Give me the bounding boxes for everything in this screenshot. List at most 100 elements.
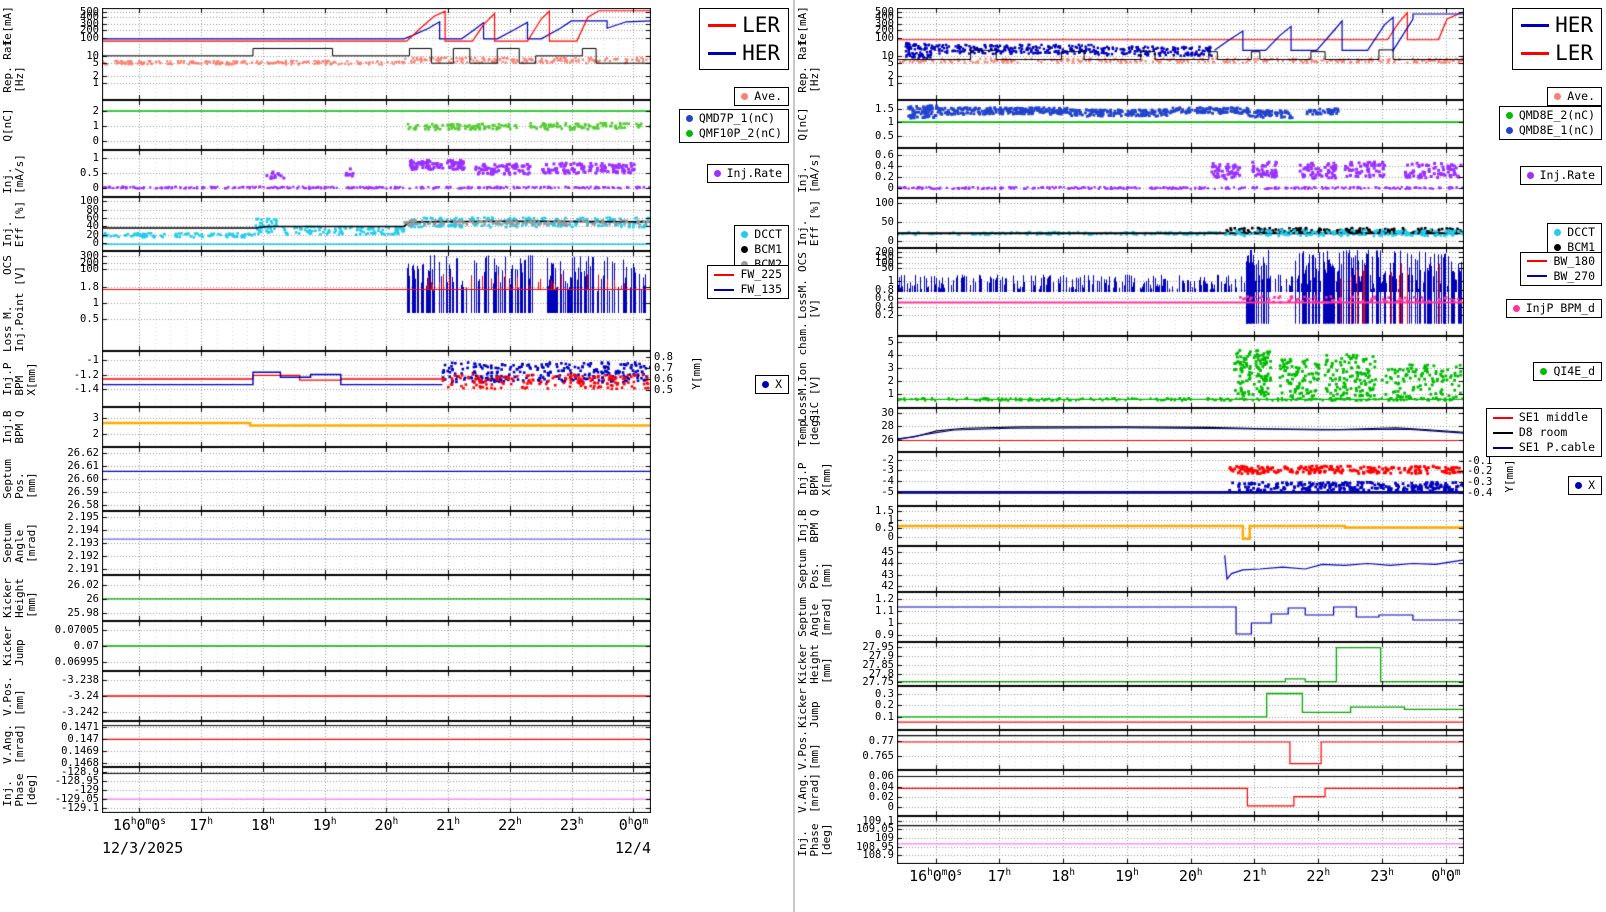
row-v-pos: V.Pos. [mm] 0.77 0.765 (795, 730, 1606, 770)
time-tick-labels-ler: 16h0m0s 17h 18h 19h 20h 21h 22h 23h 0h0m (102, 813, 651, 839)
plot-area-kicker-height (102, 575, 651, 621)
plot-area-inj-rate (102, 150, 651, 197)
y-tick-label: 1 (887, 387, 894, 400)
y-tick-label: 5 (887, 57, 894, 70)
line-marker (1492, 446, 1513, 449)
y-tick-label: 0.2 (875, 699, 894, 712)
legend-item: BCM1 (1554, 241, 1595, 254)
y-tick-label: 1.5 (875, 504, 894, 517)
y-tick-label: 0 (887, 235, 894, 247)
row-inj-phase: Inj. Phase [deg] 109.1 109.05 109 108.95 108.… (795, 815, 1606, 864)
y-tick-label: 0 (92, 181, 99, 194)
y-tick-label: 42 (881, 579, 894, 592)
row-inj-eff: Inj. Eff [%]100806040200DCCTBCM1BCM2 (0, 195, 793, 275)
plot-area-inj-phase (102, 767, 651, 813)
y-tick-label: 25.98 (67, 606, 99, 619)
legend-injp-bpm-0: X (755, 374, 789, 394)
legend-item: QMD8E_2(nC) (1505, 108, 1595, 122)
y-tick-label: 400 (80, 11, 99, 24)
legend-label: SE1 middle (1518, 410, 1589, 424)
legend-label: SE1 P.cable (1518, 440, 1595, 454)
y-tick-label: 200 (875, 24, 894, 37)
time-axis-spacer-left (0, 813, 102, 839)
time-tick-label: 20h (1178, 867, 1203, 885)
legend-injp-bpm-0: X (1568, 475, 1602, 495)
legend-label: LER (742, 13, 780, 37)
plot-area-injp-bpm (102, 351, 651, 407)
y-axis-kicker-jump: Kicker Jump 0.07005 0.07 0.06995 (0, 621, 102, 671)
y-tick-label: 3 (887, 361, 894, 374)
y-tick-label: -128.95 (54, 774, 99, 787)
row-ocs-lossm: OCS LossM. [V] 200 150 100 50 1 0.8 0.6 0.4 0.2 BW_… (795, 246, 1606, 336)
y-tick-label: 26 (881, 433, 894, 446)
y-axis-temp: Temp. [deg] 30 28 26 (795, 407, 897, 452)
y-tick-label: 0.1 (875, 710, 894, 723)
legend-label: QMD8E_1(nC) (1518, 122, 1595, 137)
y-tick-label: -1.2 (73, 368, 99, 381)
plot-area-injb-bpm-q (897, 506, 1464, 546)
y-tick-label: 0.2 (875, 308, 894, 321)
plot-area-injp-bpm (897, 452, 1464, 506)
plot-area-kicker-jump (102, 621, 651, 671)
plot-area-v-pos (102, 671, 651, 721)
y-tick-label-right: 0.5 (654, 384, 673, 397)
y-axis-label: Rep. Rate [Hz] (796, 33, 821, 93)
plot-area-injb-bpm-q (102, 407, 651, 447)
legend-item: QI4E_d (1540, 364, 1595, 378)
y-tick-label: 2.191 (67, 562, 99, 575)
right-gutter-loss-sic: QI4E_d (1464, 336, 1606, 408)
plot-canvas-injp-bpm (897, 452, 1464, 506)
y-axis-label: Kicker Height [mm] (1, 578, 38, 618)
row-temp: Temp. [deg] 30 28 26 SE1 middle D8 room SE1 P.… (795, 407, 1606, 457)
right-gutter-injp-bpm: 0.8 0.7 0.6 0.5 Y[mm] X (651, 351, 793, 407)
legend-label: DCCT (754, 227, 782, 242)
row-kicker-jump: Kicker Jump 0.07005 0.07 0.06995 (0, 621, 793, 671)
y-tick-label: 0.07 (73, 640, 99, 652)
dot-marker (1505, 126, 1513, 134)
time-tick-label: 23h (1370, 867, 1394, 885)
y-tick-label: 27.85 (862, 658, 894, 671)
row-charge: Q[nC] 2 1 0 QMD7P_1(nC) QMF10P_2(nC) (0, 100, 793, 150)
y-axis-current-reprate: I [mA] Rep. Rate [Hz] 500 400 300 200 100 10 5 2 1 (795, 5, 897, 100)
y-tick-label: 100 (80, 263, 99, 275)
time-tick-label: 21h (1242, 867, 1267, 885)
y-axis-injp-bpm: Inj.P BPM X[mm] -1 -1.2 -1.4 (0, 351, 102, 407)
plot-canvas-injb-bpm-q (102, 407, 651, 447)
legend-charge-0: QMD8E_2(nC) QMD8E_1(nC) (1498, 105, 1602, 140)
y-axis-label: V.Pos. [mm] (796, 730, 821, 770)
y-axis-label-right: Y[mm] (690, 356, 703, 390)
plot-canvas-loss-monitor (102, 251, 651, 351)
time-axis-spacer-right (1464, 864, 1606, 890)
right-gutter-current-reprate: LER HER Ave. (651, 8, 793, 107)
dot-marker (741, 231, 749, 239)
y-tick-label: 2 (887, 70, 894, 83)
y-tick-label: 108.9 (862, 849, 894, 862)
y-axis-injb-bpm-q: Inj.B BPM Q 3 2 (0, 407, 102, 447)
time-tick-label: 16h0m0s (909, 867, 963, 885)
y-tick-label: 100 (80, 32, 99, 45)
plot-canvas-v-ang (102, 721, 651, 767)
y-tick-label: 4 (887, 348, 894, 361)
y-tick-label: 44 (881, 557, 894, 570)
y-tick-label: 2 (92, 105, 99, 117)
plot-area-current-reprate (102, 8, 651, 100)
y-tick-label: 3 (92, 412, 99, 425)
legend-item: DCCT (741, 228, 782, 241)
dot-marker (685, 130, 693, 137)
y-tick-label: 500 (875, 5, 894, 18)
time-tick-label: 20h (374, 816, 399, 834)
y-tick-label: -2 (881, 453, 894, 466)
y-tick-label: 200 (80, 24, 99, 37)
legend-current-reprate-0: LER HER (699, 8, 789, 70)
y-tick-label: 0.06 (868, 770, 894, 783)
legend-item: BW_180 (1527, 254, 1595, 268)
plot-canvas-injp-bpm (102, 351, 651, 407)
plot-canvas-inj-phase (897, 816, 1464, 864)
time-tick-label: 19h (1115, 867, 1139, 885)
y-tick-label: 1 (887, 77, 894, 90)
plot-canvas-septum-pos (102, 447, 651, 511)
y-axis-septum-angle: Septum Angle [mrad] 1.2 1.1 1 0.9 (795, 592, 897, 642)
plot-canvas-inj-phase (102, 767, 651, 813)
y-tick-label: 0.1468 (61, 757, 99, 770)
y-axis-label: Q[nC] (1, 108, 14, 142)
